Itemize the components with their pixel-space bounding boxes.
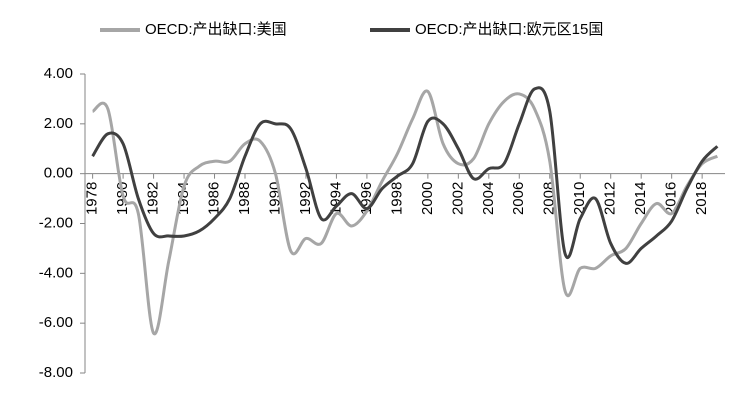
y-tick-label: 4.00 — [44, 65, 73, 82]
legend-label: OECD:产出缺口:欧元区15国 — [415, 21, 603, 38]
x-tick-label: 1978 — [84, 182, 101, 215]
y-tick-label: 2.00 — [44, 115, 73, 132]
x-tick-label: 2014 — [632, 182, 649, 215]
x-tick-label: 1998 — [388, 182, 405, 215]
x-tick-label: 1982 — [145, 182, 162, 215]
series-line — [91, 89, 719, 336]
x-tick-label: 2012 — [602, 182, 619, 215]
y-tick-label: -2.00 — [39, 214, 73, 231]
y-tick-label: 0.00 — [44, 165, 73, 182]
x-tick-label: 1992 — [297, 182, 314, 215]
x-tick-label: 2004 — [480, 182, 497, 215]
x-tick-label: 1988 — [236, 182, 253, 215]
x-tick-label: 2010 — [571, 182, 588, 215]
x-tick-label: 1994 — [327, 182, 344, 215]
x-tick-label: 2006 — [510, 182, 527, 215]
y-tick-label: -4.00 — [39, 264, 73, 281]
x-tick-label: 2000 — [419, 182, 436, 215]
y-tick-label: -8.00 — [39, 364, 73, 381]
series-line — [91, 86, 719, 265]
x-tick-label: 1986 — [205, 182, 222, 215]
x-tick-label: 2018 — [693, 182, 710, 215]
x-tick-label: 2002 — [449, 182, 466, 215]
legend-label: OECD:产出缺口:美国 — [145, 21, 287, 38]
y-tick-label: -6.00 — [39, 314, 73, 331]
